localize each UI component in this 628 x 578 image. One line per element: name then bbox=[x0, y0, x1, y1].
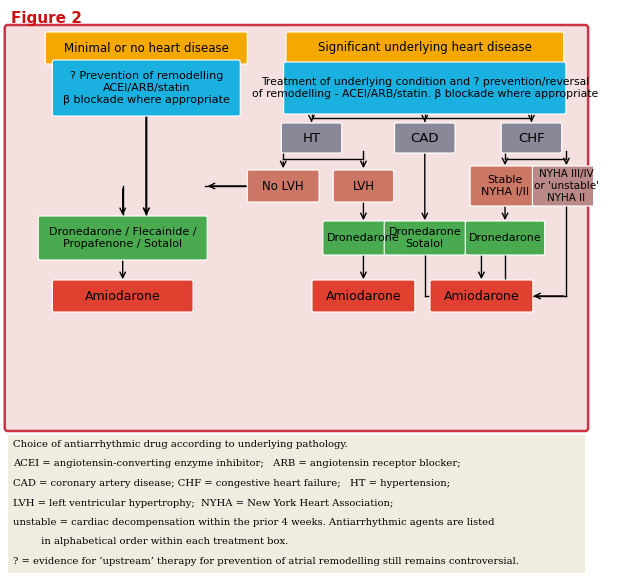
FancyBboxPatch shape bbox=[38, 216, 207, 260]
Text: ACEI = angiotensin-converting enzyme inhibitor;   ARB = angiotensin receptor blo: ACEI = angiotensin-converting enzyme inh… bbox=[13, 460, 461, 469]
Text: Dronedarone / Flecainide /
Propafenone / Sotalol: Dronedarone / Flecainide / Propafenone /… bbox=[49, 227, 197, 249]
Text: CHF: CHF bbox=[518, 132, 544, 144]
FancyBboxPatch shape bbox=[45, 32, 247, 64]
FancyBboxPatch shape bbox=[52, 280, 193, 312]
FancyBboxPatch shape bbox=[52, 60, 241, 116]
Text: ? = evidence for ‘upstream’ therapy for prevention of atrial remodelling still r: ? = evidence for ‘upstream’ therapy for … bbox=[13, 557, 519, 566]
Text: in alphabetical order within each treatment box.: in alphabetical order within each treatm… bbox=[13, 538, 288, 547]
Text: No LVH: No LVH bbox=[263, 180, 304, 192]
FancyBboxPatch shape bbox=[323, 221, 404, 255]
Text: LVH: LVH bbox=[352, 180, 374, 192]
Text: CAD = coronary artery disease; CHF = congestive heart failure;   HT = hypertensi: CAD = coronary artery disease; CHF = con… bbox=[13, 479, 450, 488]
Text: Dronedarone: Dronedarone bbox=[327, 233, 400, 243]
Text: HT: HT bbox=[303, 132, 320, 144]
FancyBboxPatch shape bbox=[533, 166, 600, 206]
Text: ? Prevention of remodelling
ACEI/ARB/statin
β blockade where appropriate: ? Prevention of remodelling ACEI/ARB/sta… bbox=[63, 71, 230, 105]
FancyBboxPatch shape bbox=[470, 166, 540, 206]
Text: Treatment of underlying condition and ? prevention/reversal
of remodelling - ACE: Treatment of underlying condition and ? … bbox=[252, 77, 598, 99]
Text: Minimal or no heart disease: Minimal or no heart disease bbox=[64, 42, 229, 54]
FancyBboxPatch shape bbox=[312, 280, 415, 312]
Text: Dronedarone
Sotalol: Dronedarone Sotalol bbox=[389, 227, 461, 249]
FancyBboxPatch shape bbox=[384, 221, 465, 255]
Text: unstable = cardiac decompensation within the prior 4 weeks. Antiarrhythmic agent: unstable = cardiac decompensation within… bbox=[13, 518, 495, 527]
FancyBboxPatch shape bbox=[501, 123, 561, 153]
FancyBboxPatch shape bbox=[286, 32, 563, 64]
FancyBboxPatch shape bbox=[394, 123, 455, 153]
Text: NYHA III/IV
or 'unstable'
NYHA II: NYHA III/IV or 'unstable' NYHA II bbox=[534, 169, 599, 203]
FancyBboxPatch shape bbox=[333, 170, 394, 202]
Text: Amiodarone: Amiodarone bbox=[443, 290, 519, 302]
Text: Amiodarone: Amiodarone bbox=[326, 290, 401, 302]
Text: Significant underlying heart disease: Significant underlying heart disease bbox=[318, 42, 532, 54]
Text: Stable
NYHA I/II: Stable NYHA I/II bbox=[481, 175, 529, 197]
FancyBboxPatch shape bbox=[465, 221, 544, 255]
Text: LVH = left ventricular hypertrophy;  NYHA = New York Heart Association;: LVH = left ventricular hypertrophy; NYHA… bbox=[13, 498, 394, 507]
FancyBboxPatch shape bbox=[8, 435, 585, 573]
Text: Choice of antiarrhythmic drug according to underlying pathology.: Choice of antiarrhythmic drug according … bbox=[13, 440, 348, 449]
Text: Dronedarone: Dronedarone bbox=[468, 233, 541, 243]
FancyBboxPatch shape bbox=[284, 62, 566, 114]
FancyBboxPatch shape bbox=[430, 280, 533, 312]
Text: Figure 2: Figure 2 bbox=[11, 11, 82, 26]
FancyBboxPatch shape bbox=[5, 25, 588, 431]
Text: CAD: CAD bbox=[411, 132, 439, 144]
FancyBboxPatch shape bbox=[247, 170, 319, 202]
FancyBboxPatch shape bbox=[281, 123, 342, 153]
Text: Amiodarone: Amiodarone bbox=[85, 290, 161, 302]
